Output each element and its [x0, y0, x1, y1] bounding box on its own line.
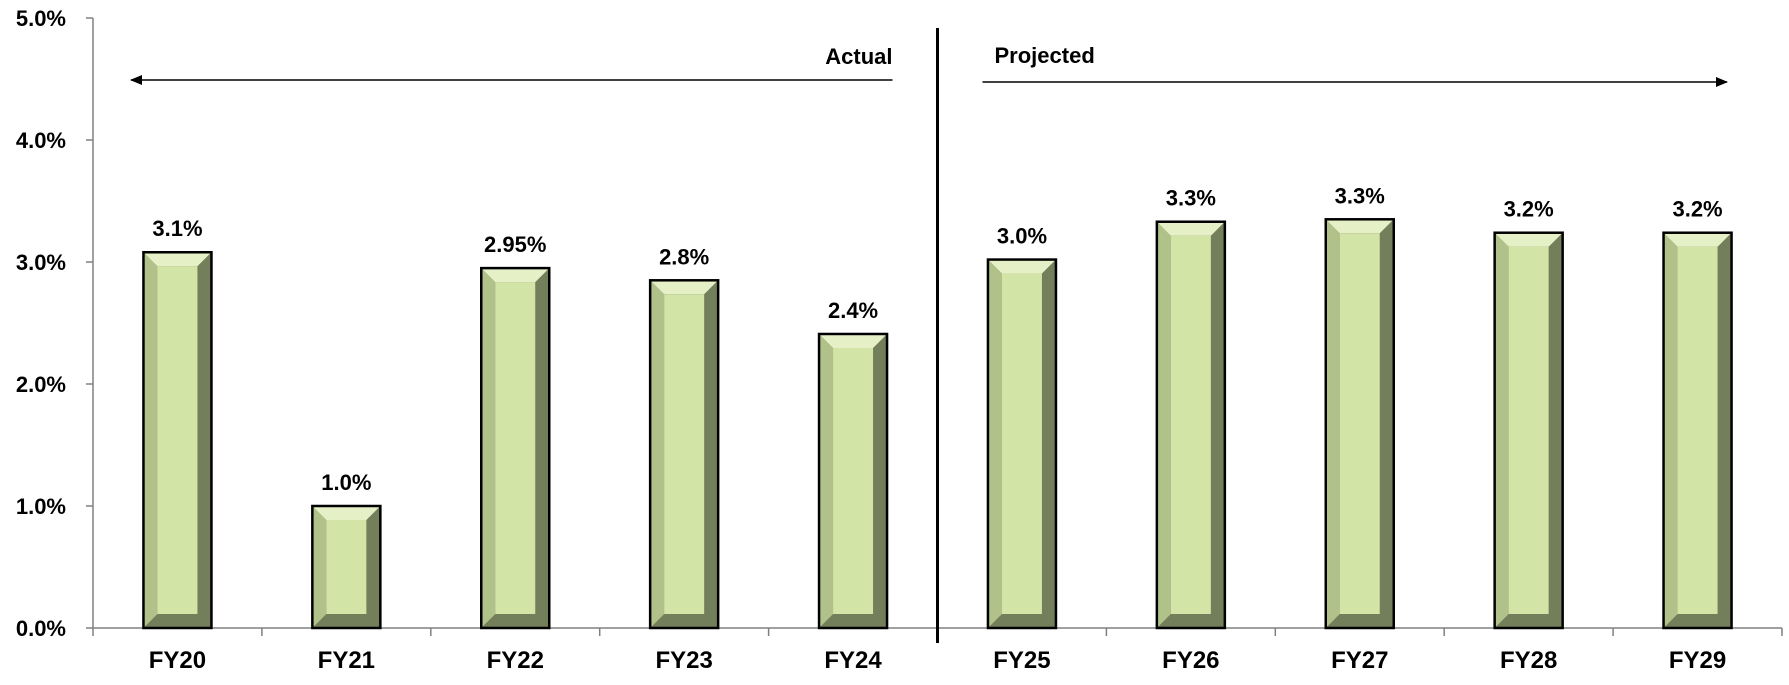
- bar-bevel-top: [312, 506, 381, 520]
- data-label: 3.2%: [1504, 197, 1554, 222]
- y-tick-label: 3.0%: [16, 250, 66, 275]
- bar-bevel-top: [1494, 232, 1563, 247]
- bar-face: [495, 282, 536, 614]
- y-tick-label: 1.0%: [16, 494, 66, 519]
- bar-bevel-top: [1325, 219, 1394, 234]
- bars: [142, 218, 1733, 630]
- bar-face: [1508, 246, 1549, 614]
- period-annotations: Actual Projected: [130, 28, 1728, 643]
- bar-outline: [817, 332, 889, 630]
- data-label: 1.0%: [321, 470, 371, 495]
- bar-bevel-left: [481, 268, 496, 628]
- bar-fy25: [986, 258, 1058, 630]
- x-tick-label: FY22: [487, 647, 544, 674]
- bar-outline: [1155, 220, 1227, 630]
- actual-label: Actual: [825, 44, 892, 69]
- bar-bevel-top: [650, 280, 719, 295]
- bar-outline: [311, 504, 382, 630]
- bar-face: [1170, 235, 1211, 615]
- x-tick-label: FY27: [1331, 647, 1388, 674]
- bar-bevel-left: [312, 506, 327, 628]
- x-tick-label: FY28: [1500, 647, 1557, 674]
- bar-fy26: [1155, 220, 1227, 630]
- data-label: 2.4%: [828, 298, 878, 323]
- bar-fy22: [480, 266, 551, 630]
- bar-outline: [648, 279, 720, 630]
- bar-fy29: [1662, 231, 1733, 630]
- data-label: 2.95%: [484, 232, 546, 257]
- bar-outline: [480, 266, 551, 630]
- bar-bevel-left: [1663, 232, 1678, 628]
- bar-bevel-top: [1156, 221, 1225, 236]
- bar-bevel-top: [987, 259, 1056, 274]
- bar-fy27: [1324, 218, 1395, 630]
- bar-outline: [1662, 231, 1733, 630]
- bar-outline: [1493, 231, 1564, 630]
- data-label: 3.3%: [1166, 186, 1216, 211]
- bar-face: [157, 266, 198, 614]
- bar-face: [1001, 273, 1042, 614]
- bar-face: [664, 294, 705, 614]
- x-tick-label: FY24: [824, 647, 882, 674]
- bar-fy23: [648, 279, 720, 630]
- bar-bevel-left: [987, 259, 1002, 628]
- bar-bevel-left: [1325, 219, 1340, 629]
- bar-bevel-left: [1156, 221, 1171, 629]
- bar-bevel-left: [143, 252, 158, 629]
- bar-outline: [1324, 218, 1395, 630]
- bar-fy24: [817, 332, 889, 630]
- bar-bevel-top: [143, 252, 212, 267]
- data-label: 2.8%: [659, 244, 709, 269]
- x-tick-label: FY25: [993, 647, 1050, 674]
- bar-fy20: [142, 250, 213, 630]
- labels: 0.0% 1.0% 2.0% 3.0% 4.0% 5.0% 3.1% FY20 1.0% FY21…: [16, 6, 1726, 674]
- y-tick-label: 5.0%: [16, 6, 66, 31]
- bar-bevel-left: [1494, 232, 1509, 628]
- x-tick-label: FY20: [149, 647, 206, 674]
- projected-label: Projected: [995, 43, 1095, 68]
- bar-bevel-top: [819, 333, 888, 348]
- x-tick-label: FY29: [1669, 647, 1726, 674]
- bar-face: [833, 347, 874, 614]
- x-tick-label: FY26: [1162, 647, 1219, 674]
- bar-face: [1339, 233, 1380, 615]
- bar-outline: [142, 250, 213, 630]
- bar-face: [1677, 246, 1718, 614]
- bar-bevel-top: [481, 268, 550, 283]
- y-tick-label: 4.0%: [16, 128, 66, 153]
- bar-fy28: [1493, 231, 1564, 630]
- x-tick-label: FY21: [318, 647, 375, 674]
- bar-bevel-left: [650, 280, 665, 628]
- data-label: 3.3%: [1335, 183, 1385, 208]
- bar-face: [326, 520, 367, 614]
- bar-fy21: [311, 504, 382, 630]
- data-label: 3.2%: [1672, 197, 1722, 222]
- bar-bevel-left: [819, 333, 834, 628]
- data-label: 3.1%: [152, 216, 202, 241]
- y-tick-label: 2.0%: [16, 372, 66, 397]
- y-tick-label: 0.0%: [16, 616, 66, 641]
- bar-outline: [986, 258, 1058, 630]
- bar-bevel-top: [1663, 232, 1732, 247]
- data-label: 3.0%: [997, 224, 1047, 249]
- x-tick-label: FY23: [655, 647, 712, 674]
